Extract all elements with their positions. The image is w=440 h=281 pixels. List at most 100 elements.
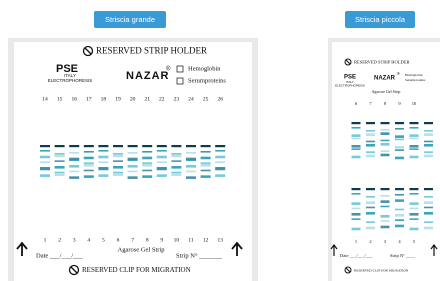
gel-band	[128, 159, 138, 161]
gel-band	[410, 193, 419, 195]
lane-number: 4	[87, 237, 90, 243]
gel-band	[98, 169, 108, 171]
lane-number: 6	[117, 237, 120, 243]
gel-band	[113, 173, 123, 176]
gel-band	[424, 155, 433, 158]
gel-band	[98, 161, 108, 163]
gel-band	[395, 122, 404, 124]
gel-band	[352, 148, 361, 150]
strip-label: Agarose Gel Strip	[118, 246, 165, 253]
gel-band	[186, 165, 196, 168]
gel-band	[381, 150, 390, 152]
gel-band	[201, 170, 211, 172]
date: Date ___/___/___	[340, 253, 373, 258]
gel-band	[113, 155, 123, 158]
gel-band	[395, 194, 404, 196]
gel-band	[171, 160, 181, 162]
gel-band	[410, 208, 419, 210]
gel-band	[55, 160, 65, 162]
gel-band	[186, 152, 196, 154]
gel-band	[157, 150, 167, 152]
gel-band	[55, 145, 65, 147]
gel-band	[352, 134, 361, 137]
gel-band	[366, 151, 375, 153]
gel-band	[410, 218, 419, 220]
gel-band	[69, 159, 79, 161]
gel-band	[157, 161, 167, 163]
gel-band	[410, 213, 419, 216]
gel-band	[55, 166, 65, 169]
gel-band	[352, 138, 361, 140]
lane-number: 16	[71, 96, 77, 102]
gel-band	[366, 133, 375, 136]
gel-band	[424, 188, 433, 190]
gel-band	[84, 151, 94, 153]
gel-band	[201, 175, 211, 178]
gel-band	[186, 176, 196, 179]
gel-band	[381, 200, 390, 203]
gel-band	[142, 151, 152, 153]
gel-band	[395, 188, 404, 190]
lane-number: 17	[86, 96, 92, 102]
gel-band	[381, 188, 390, 190]
gel-band	[128, 171, 138, 173]
gel-band	[186, 159, 196, 161]
button[interactable]: Striscia piccola	[345, 11, 415, 28]
gel-band	[395, 214, 404, 217]
gel-band	[201, 164, 211, 167]
lane-number: 14	[42, 96, 48, 102]
button[interactable]: Striscia grande	[94, 11, 166, 28]
gel-band	[113, 145, 123, 147]
gel-band	[366, 207, 375, 209]
gel-band	[84, 145, 94, 147]
gel-band	[352, 228, 361, 231]
gel-band	[424, 141, 433, 143]
gel-band	[366, 155, 375, 158]
gel-band	[366, 227, 375, 230]
gel-band	[366, 122, 375, 124]
gel-band	[142, 170, 152, 172]
lane-number: 9	[160, 237, 163, 243]
gel-band	[424, 207, 433, 209]
gel-band	[352, 193, 361, 195]
lane-number: 2	[369, 239, 371, 244]
gel-band	[142, 175, 152, 178]
gel-band	[352, 208, 361, 210]
gel-band	[352, 218, 361, 220]
gel-band	[215, 174, 225, 177]
gel-band	[381, 140, 390, 142]
gel-band	[69, 176, 79, 179]
strip-label: Agarose Gel Strip	[372, 89, 401, 94]
gel-band	[55, 153, 65, 155]
footer: RESERVED CLIP FOR MIGRATION	[82, 266, 191, 274]
gel-band	[381, 132, 390, 135]
gel-band	[98, 156, 108, 159]
gel-band	[381, 195, 390, 197]
brand: NAZAR	[374, 76, 396, 82]
gel-band	[410, 156, 419, 159]
gel-band	[410, 188, 419, 190]
lane-number: 10	[174, 237, 180, 243]
option: Serumproteins	[405, 78, 426, 82]
gel-band	[424, 227, 433, 230]
gel-band	[84, 170, 94, 172]
gel-band	[171, 155, 181, 158]
gel-band	[352, 188, 361, 190]
gel-band	[157, 156, 167, 159]
lane-number: 11	[188, 237, 194, 243]
gel-band	[186, 145, 196, 147]
gel-band	[352, 213, 361, 216]
lane-number: 1	[44, 237, 47, 243]
gel-band	[424, 133, 433, 136]
gel-band	[352, 145, 361, 148]
gel-band	[352, 122, 361, 124]
gel-band	[215, 169, 225, 171]
gel-band	[40, 161, 50, 163]
gel-band	[69, 171, 79, 173]
logo-sub: ELECTROPHORESIS	[48, 78, 93, 83]
gel-band	[352, 156, 361, 159]
gel-band	[201, 162, 211, 164]
gel-band	[171, 166, 181, 169]
small-strip-image: RESERVED STRIP HOLDER PSE ITALY ELECTROP…	[328, 38, 440, 281]
lane-number: 2	[58, 237, 61, 243]
